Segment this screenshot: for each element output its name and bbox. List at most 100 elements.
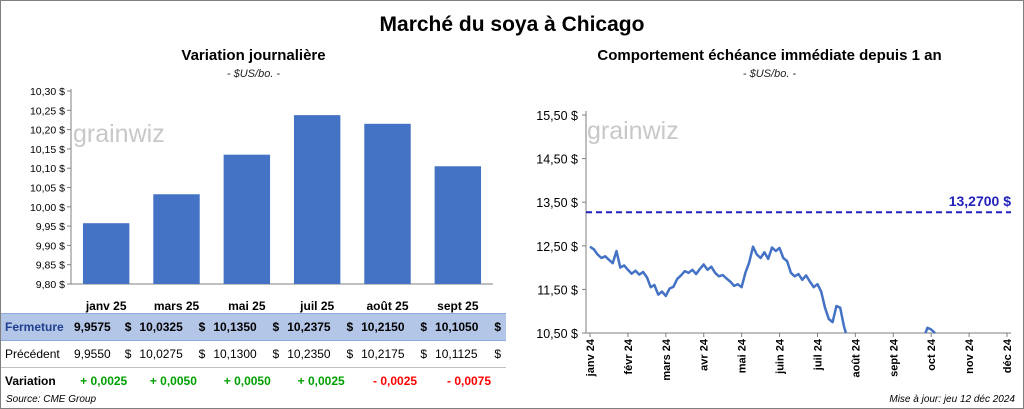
front-month-subtitle: - $US/bo. - <box>742 68 797 80</box>
x-category-label: mai 25 <box>228 299 266 313</box>
previous-cell: 10,1125 $ <box>432 340 506 368</box>
y-tick-label: 10,15 $ <box>30 144 65 156</box>
closing-cell: 10,2150 $ <box>358 313 433 341</box>
bar <box>153 194 200 284</box>
daily-variation-bar-chart: 9,80 $ 9,85 $ 9,90 $ 9,95 $ 10,00 $ 10,05 $ 10… <box>30 86 493 313</box>
bar <box>223 154 271 284</box>
update-note: Mise à jour: jeu 12 déc 2024 <box>889 394 1015 405</box>
x-tick-label: août 24 <box>850 338 862 377</box>
y-tick-label: 14,50 $ <box>536 153 578 167</box>
x-tick-label: juin 24 <box>775 338 787 375</box>
cell-unit: $ <box>198 320 206 334</box>
x-tick-label: janv 24 <box>585 338 597 377</box>
cell-unit: $ <box>420 347 428 361</box>
y-tick-label: 10,25 $ <box>30 105 65 117</box>
bar <box>293 115 341 284</box>
x-category-label: sept 25 <box>437 299 479 313</box>
y-tick-label: 15,50 $ <box>536 109 578 123</box>
closing-cell: 10,0325 $ <box>136 313 211 341</box>
y-tick-label: 10,00 $ <box>30 202 65 214</box>
reference-line-label: 13,2700 $ <box>949 193 1011 209</box>
price-table: Fermeture 9,9575 $ 10,0325 $ 10,1350 $ 10,2… <box>1 313 506 394</box>
previous-cell: 10,0275 $ <box>136 340 211 368</box>
y-tick-label: 9,85 $ <box>36 260 65 272</box>
previous-cell: 9,9550 $ <box>71 340 137 368</box>
x-tick-label: juil 24 <box>812 338 824 371</box>
cell-unit: $ <box>346 347 354 361</box>
page-title: Marché du soya à Chicago <box>379 13 645 36</box>
table-row-closing: Fermeture 9,9575 $ 10,0325 $ 10,1350 $ 10,2… <box>1 313 506 341</box>
table-row-previous: Précédent 9,9550 $ 10,0275 $ 10,1300 $ 10,2… <box>1 340 506 368</box>
row-label: Fermeture <box>1 313 71 341</box>
x-tick-label: déc 24 <box>1002 338 1014 373</box>
cell-value: 10,0275 <box>139 347 183 361</box>
cell-unit: $ <box>124 320 132 334</box>
cell-value: 9,9575 <box>74 320 111 334</box>
source-note: Source: CME Group <box>6 394 97 405</box>
cell-value: 10,2350 <box>287 347 331 361</box>
row-label: Précédent <box>1 340 71 368</box>
x-tick-label: sept 24 <box>888 338 900 377</box>
x-tick-label: mai 24 <box>737 338 749 373</box>
y-tick-label: 9,95 $ <box>36 221 65 233</box>
y-tick-label: 10,20 $ <box>30 125 65 137</box>
x-category-label: janv 25 <box>85 299 127 313</box>
cell-unit: $ <box>272 320 280 334</box>
previous-cell: 10,2350 $ <box>284 340 359 368</box>
y-tick-label: 9,90 $ <box>36 240 65 252</box>
x-tick-label: oct 24 <box>926 338 938 371</box>
cell-value: 10,1050 <box>435 320 479 334</box>
variation-cell: + 0,0050 <box>149 374 197 388</box>
y-tick-label: 13,50 $ <box>536 196 578 210</box>
grainwiz-watermark: grainwiz <box>587 117 679 145</box>
closing-cell: 9,9575 $ <box>71 313 137 341</box>
daily-variation-title: Variation journalière <box>181 47 326 64</box>
variation-cell: + 0,0025 <box>297 374 345 388</box>
price-series-line <box>589 245 848 334</box>
cell-value: 10,1350 <box>213 320 257 334</box>
cell-value: 9,9550 <box>74 347 111 361</box>
cell-value: 10,0325 <box>139 320 183 334</box>
y-tick-label: 10,30 $ <box>30 86 65 98</box>
cell-unit: $ <box>420 320 428 334</box>
x-category-label: mars 25 <box>154 299 200 313</box>
variation-cell: + 0,0050 <box>223 374 271 388</box>
cell-value: 10,1300 <box>213 347 257 361</box>
bar <box>82 223 130 284</box>
x-tick-label: mars 24 <box>661 338 673 380</box>
y-tick-label: 10,10 $ <box>30 163 65 175</box>
y-tick-label: 9,80 $ <box>36 279 65 291</box>
daily-variation-subtitle: - $US/bo. - <box>226 68 281 80</box>
cell-unit: $ <box>272 347 280 361</box>
y-tick-label: 11,50 $ <box>537 283 578 297</box>
variation-cell: - 0,0025 <box>373 374 418 388</box>
row-label: Variation <box>5 374 56 388</box>
closing-cell: 10,1050 $ <box>432 313 506 341</box>
x-category-label: juil 25 <box>299 299 334 313</box>
front-month-title: Comportement échéance immédiate depuis 1… <box>597 47 942 64</box>
cell-unit: $ <box>124 347 132 361</box>
cell-value: 10,2375 <box>287 320 331 334</box>
cell-unit: $ <box>198 347 206 361</box>
y-tick-label: 12,50 $ <box>536 240 578 254</box>
table-row-variation: Variation + 0,0025 + 0,0050 + 0,0050 + 0… <box>1 368 506 395</box>
x-category-label: août 25 <box>366 299 408 313</box>
variation-cell: + 0,0025 <box>80 374 128 388</box>
previous-cell: 10,2175 $ <box>358 340 433 368</box>
bar <box>434 166 482 284</box>
x-tick-label: avr 24 <box>699 338 711 371</box>
cell-unit: $ <box>494 320 501 334</box>
cell-unit: $ <box>494 347 501 361</box>
closing-cell: 10,2375 $ <box>284 313 359 341</box>
x-tick-label: nov 24 <box>964 338 976 374</box>
grainwiz-watermark: grainwiz <box>73 120 165 148</box>
variation-cell: - 0,0075 <box>446 374 492 388</box>
cell-value: 10,2175 <box>361 347 405 361</box>
previous-cell: 10,1300 $ <box>210 340 285 368</box>
price-series-line <box>924 326 936 334</box>
cell-unit: $ <box>346 320 354 334</box>
bar <box>364 123 411 284</box>
cell-value: 10,1125 <box>435 347 478 361</box>
x-tick-label: févr 24 <box>623 338 635 374</box>
